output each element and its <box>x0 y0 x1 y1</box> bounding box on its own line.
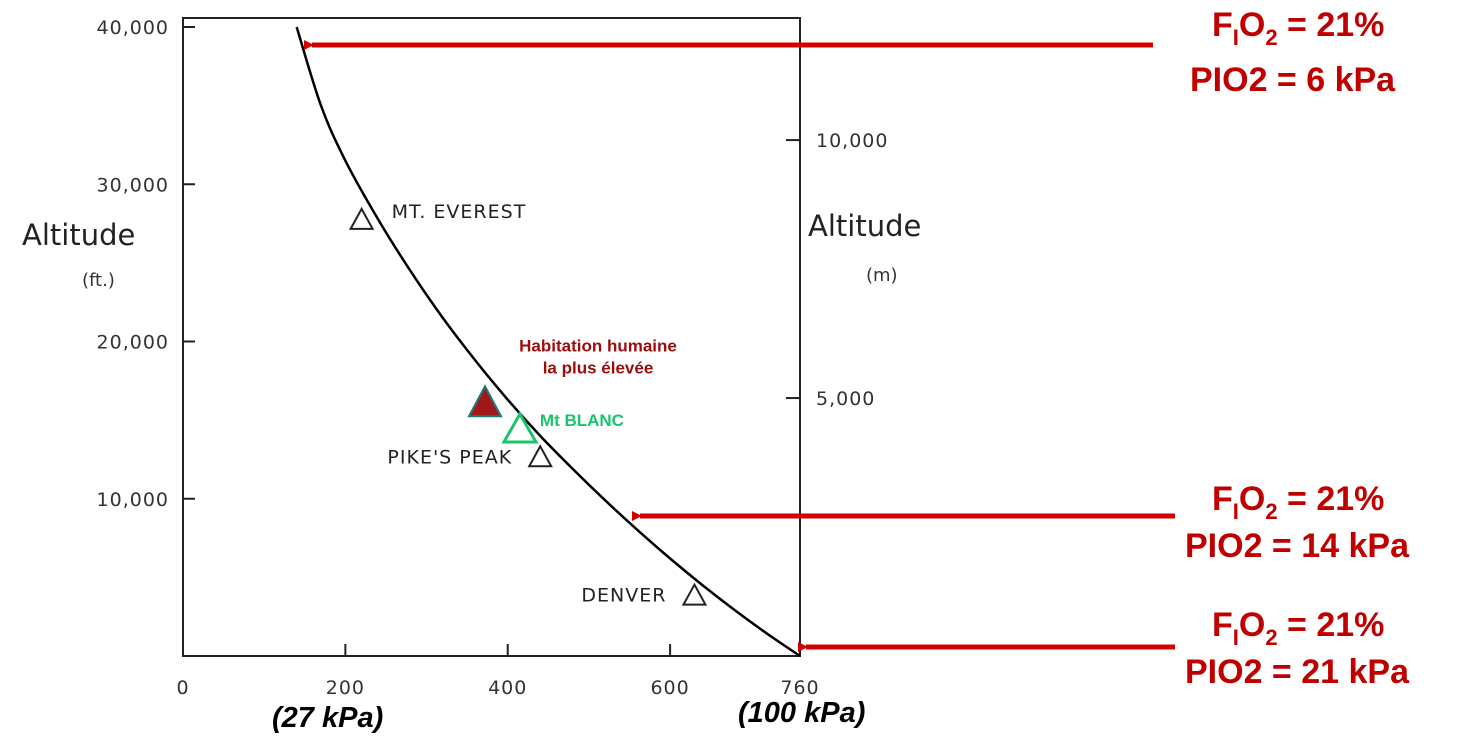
left-tick-label: 30,000 <box>97 174 169 196</box>
bottom-tick-label: 760 <box>780 677 819 699</box>
bottom-tick-label: 400 <box>488 677 527 699</box>
landmark-label: DENVER <box>581 585 666 607</box>
plot-frame <box>182 17 801 657</box>
right-tick-label: 10,000 <box>816 130 888 152</box>
fio2-label: FIO2 = 21% <box>1212 480 1384 524</box>
fio2-label: FIO2 = 21% <box>1212 606 1384 650</box>
habitation-label-line2: la plus élevée <box>543 358 654 377</box>
altitude-pressure-curve <box>295 26 801 658</box>
right-tick-label: 5,000 <box>816 388 875 410</box>
bottom-axis-ticks: 0 200 400 600 760 <box>176 644 819 699</box>
bottom-tick-label: 0 <box>176 677 189 699</box>
right-axis-unit: (m) <box>866 265 898 286</box>
left-axis-unit: (ft.) <box>82 270 115 291</box>
landmark-triangle-icon <box>527 444 553 468</box>
annotation-21kpa: FIO2 = 21% PIO2 = 21 kPa <box>1185 606 1410 691</box>
landmark-label: MT. EVEREST <box>392 201 527 223</box>
landmark-triangle-icon <box>681 582 708 606</box>
bottom-tick-label: 200 <box>326 677 365 699</box>
left-axis-ticks: 10,000 20,000 30,000 40,000 <box>97 17 195 511</box>
habitation-label-line1: Habitation humaine <box>519 336 677 355</box>
left-tick-label: 20,000 <box>97 332 169 354</box>
fio2-label: FIO2 = 21% <box>1212 6 1384 50</box>
habitation-marker-icon <box>467 384 503 418</box>
left-tick-label: 40,000 <box>97 17 169 39</box>
pio2-label: PIO2 = 14 kPa <box>1185 527 1410 565</box>
kpa-label-200: (27 kPa) <box>272 702 383 734</box>
landmark-triangle-icon <box>348 206 375 230</box>
landmark-label: PIKE'S PEAK <box>387 446 512 468</box>
right-axis-title: Altitude <box>808 209 921 243</box>
right-axis-ticks: 5,000 10,000 <box>786 130 888 410</box>
left-tick-label: 10,000 <box>97 489 169 511</box>
kpa-label-760: (100 kPa) <box>738 697 865 729</box>
annotation-6kpa: FIO2 = 21% PIO2 = 6 kPa <box>1190 6 1396 99</box>
left-axis-title: Altitude <box>22 218 135 252</box>
bottom-tick-label: 600 <box>650 677 689 699</box>
landmark-markers: MT. EVEREST PIKE'S PEAK DENVER <box>348 201 708 607</box>
mt-blanc-label: Mt BLANC <box>540 411 624 430</box>
mt-blanc-marker-icon <box>501 410 539 444</box>
pio2-label: PIO2 = 6 kPa <box>1190 61 1396 99</box>
pio2-label: PIO2 = 21 kPa <box>1185 653 1410 691</box>
annotation-14kpa: FIO2 = 21% PIO2 = 14 kPa <box>1185 480 1410 565</box>
